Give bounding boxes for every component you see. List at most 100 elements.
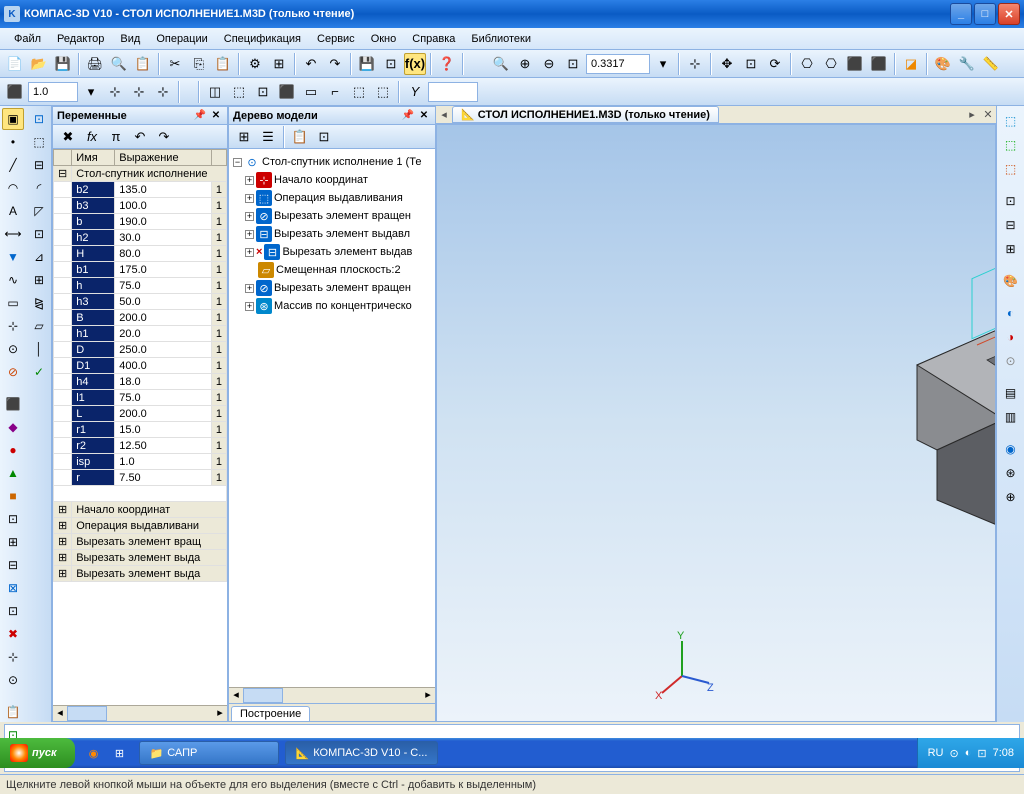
zoom-in-button[interactable]: ⊕ xyxy=(514,53,536,75)
tb-dim[interactable]: ⟷ xyxy=(2,223,24,245)
close-panel-icon[interactable]: ✕ xyxy=(209,109,223,123)
var-root[interactable]: Стол-спутник исполнение xyxy=(72,166,227,182)
r-s7[interactable]: ⊛ xyxy=(1000,462,1022,484)
new-button[interactable]: 📄 xyxy=(4,53,26,75)
tree-tb3[interactable]: 📋 xyxy=(289,126,311,148)
tree-tab-build[interactable]: Построение xyxy=(231,706,310,721)
var-op-row[interactable]: ⊞Операция выдавливани xyxy=(54,518,227,534)
var-op-row[interactable]: ⊞Начало координат xyxy=(54,502,227,518)
tb-g8[interactable]: ⊟ xyxy=(2,554,24,576)
tb-rib[interactable]: ⊿ xyxy=(28,246,50,268)
zoom-fit-button[interactable]: 🔍 xyxy=(490,53,512,75)
var-row[interactable]: B200.01 xyxy=(54,310,227,326)
tray-icon1[interactable]: ⊙ xyxy=(949,747,958,760)
sk7-button[interactable]: ⬚ xyxy=(348,81,370,103)
sk8-button[interactable]: ⬚ xyxy=(372,81,394,103)
tb-arc[interactable]: ◠ xyxy=(2,177,24,199)
var-ref-button[interactable]: ↷ xyxy=(153,126,175,148)
tb-spline[interactable]: ∿ xyxy=(2,269,24,291)
lang-indicator[interactable]: RU xyxy=(928,747,944,759)
tree-tb4[interactable]: ⊡ xyxy=(313,126,335,148)
tree-item[interactable]: +⬚Операция выдавливания xyxy=(233,189,431,207)
materials-button[interactable]: 🎨 xyxy=(932,53,954,75)
tb-g5[interactable]: ■ xyxy=(2,485,24,507)
r-s2[interactable]: ◑ xyxy=(1000,326,1022,348)
var-op-row[interactable]: ⊞Вырезать элемент выда xyxy=(54,550,227,566)
sk2-button[interactable]: ⬚ xyxy=(228,81,250,103)
tb-chamfer[interactable]: ◸ xyxy=(28,200,50,222)
tb-plane[interactable]: ▱ xyxy=(28,315,50,337)
var-row[interactable]: b1175.01 xyxy=(54,262,227,278)
snap2-button[interactable]: ⊹ xyxy=(128,81,150,103)
var-fx-button[interactable]: fx xyxy=(81,126,103,148)
r-view1[interactable]: ⊡ xyxy=(1000,190,1022,212)
tb-g9[interactable]: ⊠ xyxy=(2,577,24,599)
pin-icon[interactable]: 📌 xyxy=(193,109,207,123)
tree-close-icon[interactable]: ✕ xyxy=(417,109,431,123)
tab-next-icon[interactable]: ▸ xyxy=(964,108,980,121)
tb-pattern[interactable]: ⊞ xyxy=(28,269,50,291)
task-item-kompas[interactable]: 📐 КОМПАС-3D V10 - С... xyxy=(285,741,439,765)
tb-g2[interactable]: ◆ xyxy=(2,416,24,438)
r-s5[interactable]: ▥ xyxy=(1000,406,1022,428)
sk4-button[interactable]: ⬛ xyxy=(276,81,298,103)
tree-body[interactable]: −⊙ Стол-спутник исполнение 1 (Те +⊹Начал… xyxy=(229,149,435,687)
save-button[interactable]: 💾 xyxy=(52,53,74,75)
tb-extrude[interactable]: ⬚ xyxy=(28,131,50,153)
r-s1[interactable]: ◐ xyxy=(1000,302,1022,324)
var-row[interactable]: H80.01 xyxy=(54,246,227,262)
shaded-edges-button[interactable]: ⬛ xyxy=(868,53,890,75)
manage-button[interactable]: ⊡ xyxy=(380,53,402,75)
var-op-row[interactable]: ⊞Вырезать элемент вращ xyxy=(54,534,227,550)
paste-button[interactable]: 📋 xyxy=(212,53,234,75)
snap1-button[interactable]: ⊹ xyxy=(104,81,126,103)
sk1-button[interactable]: ◫ xyxy=(204,81,226,103)
tree-root[interactable]: −⊙ Стол-спутник исполнение 1 (Те xyxy=(233,153,431,171)
maximize-button[interactable]: □ xyxy=(974,3,996,25)
tb-measure[interactable]: ✓ xyxy=(28,361,50,383)
var-row[interactable]: r115.01 xyxy=(54,422,227,438)
copy-button[interactable]: ⎘ xyxy=(188,53,210,75)
pan-button[interactable]: ✥ xyxy=(716,53,738,75)
tb-cut[interactable]: ⊟ xyxy=(28,154,50,176)
variables-table[interactable]: ИмяВыражение ⊟Стол-спутник исполнение b2… xyxy=(53,149,227,705)
redo-button[interactable]: ↷ xyxy=(324,53,346,75)
tb-rect[interactable]: ▭ xyxy=(2,292,24,314)
tb-fillet[interactable]: ◜ xyxy=(28,177,50,199)
tb-g7[interactable]: ⊞ xyxy=(2,531,24,553)
tab-prev-icon[interactable]: ◂ xyxy=(436,108,452,121)
tree-item[interactable]: +⊘Вырезать элемент вращен xyxy=(233,279,431,297)
save2-button[interactable]: 💾 xyxy=(356,53,378,75)
menu-service[interactable]: Сервис xyxy=(309,31,363,47)
tree-tb1[interactable]: ⊞ xyxy=(233,126,255,148)
var-row[interactable]: D1400.01 xyxy=(54,358,227,374)
var-row[interactable]: h75.01 xyxy=(54,278,227,294)
var-row[interactable]: b3100.01 xyxy=(54,198,227,214)
var-scrollbar[interactable]: ◂▸ xyxy=(53,705,227,721)
zoom-out-button[interactable]: ⊖ xyxy=(538,53,560,75)
tree-tb2[interactable]: ☰ xyxy=(257,126,279,148)
props-button[interactable]: ⚙ xyxy=(244,53,266,75)
var-row[interactable]: b190.01 xyxy=(54,214,227,230)
var-pi-button[interactable]: π xyxy=(105,126,127,148)
r-cube3[interactable]: ⬚ xyxy=(1000,158,1022,180)
cut-button[interactable]: ✂ xyxy=(164,53,186,75)
linetype-button[interactable]: ⬛ xyxy=(4,81,26,103)
tb-shell[interactable]: ⊡ xyxy=(28,223,50,245)
r-cube1[interactable]: ⬚ xyxy=(1000,110,1022,132)
tree-item[interactable]: +⊛Массив по концентрическо xyxy=(233,297,431,315)
menu-view[interactable]: Вид xyxy=(112,31,148,47)
minimize-button[interactable]: _ xyxy=(950,3,972,25)
doc-button[interactable]: 📋 xyxy=(132,53,154,75)
tray-icon3[interactable]: ⊡ xyxy=(977,747,986,760)
menu-help[interactable]: Справка xyxy=(404,31,463,47)
tb-g1[interactable]: ⬛ xyxy=(2,393,24,415)
tab-close-icon[interactable]: ✕ xyxy=(980,108,996,121)
tree-item[interactable]: +⊘Вырезать элемент вращен xyxy=(233,207,431,225)
tree-scrollbar[interactable]: ◂▸ xyxy=(229,687,435,703)
tb-g14[interactable]: 📋 xyxy=(2,701,24,723)
clock[interactable]: 7:08 xyxy=(993,747,1014,759)
preview-button[interactable]: 🔍 xyxy=(108,53,130,75)
fx-button[interactable]: f(x) xyxy=(404,53,426,75)
view-axis-button[interactable]: ⊹ xyxy=(684,53,706,75)
